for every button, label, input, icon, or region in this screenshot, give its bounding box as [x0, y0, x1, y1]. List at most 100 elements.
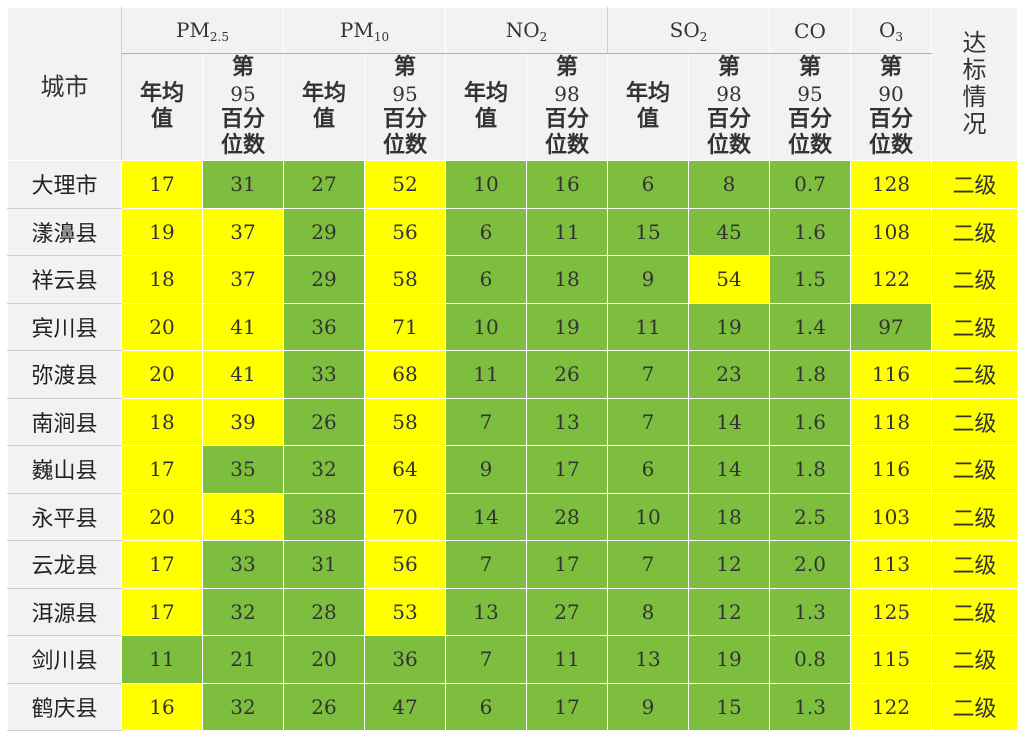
value-cell: 11 [445, 350, 527, 399]
city-cell: 巍山县 [7, 445, 122, 494]
table-row: 云龙县 17 33 31 56 7 17 7 12 2.0 113 二级 [7, 540, 1019, 589]
value-cell: 14 [445, 492, 527, 541]
value-cell: 14 [688, 397, 771, 446]
value-cell: 68 [364, 350, 446, 399]
value-cell: 43 [202, 492, 284, 541]
value-cell: 15 [688, 682, 771, 731]
subheader-4: 年均值 [445, 53, 527, 161]
subheader-8: 第 95 百分 位数 [769, 53, 852, 161]
value-cell: 26 [283, 397, 365, 446]
city-cell: 漾濞县 [7, 207, 122, 256]
value-cell: 33 [202, 540, 284, 589]
value-cell: 18 [121, 255, 203, 304]
value-cell: 58 [364, 255, 446, 304]
header-so2: SO2 [607, 7, 771, 54]
value-cell: 8 [607, 587, 690, 636]
header-standard: 达标情况 [931, 7, 1019, 161]
value-cell: 18 [525, 255, 609, 304]
value-cell: 37 [202, 255, 284, 304]
value-cell: 118 [850, 397, 933, 446]
subheader-9: 第 90 百分 位数 [850, 53, 933, 161]
subheader-7: 第 98 百分 位数 [688, 53, 771, 161]
subheader-0: 年均值 [121, 53, 203, 161]
status-cell: 二级 [931, 255, 1019, 304]
city-cell: 宾川县 [7, 302, 122, 351]
value-cell: 7 [607, 350, 690, 399]
value-cell: 16 [121, 682, 203, 731]
table-row: 永平县 20 43 38 70 14 28 10 18 2.5 103 二级 [7, 492, 1019, 541]
value-cell: 10 [445, 160, 527, 209]
value-cell: 18 [121, 397, 203, 446]
value-cell: 2.0 [769, 540, 852, 589]
status-cell: 二级 [931, 207, 1019, 256]
value-cell: 1.3 [769, 682, 852, 731]
value-cell: 6 [607, 445, 690, 494]
value-cell: 33 [283, 350, 365, 399]
header-pm10: PM10 [283, 7, 446, 54]
value-cell: 27 [283, 160, 365, 209]
value-cell: 0.7 [769, 160, 852, 209]
city-cell: 南涧县 [7, 397, 122, 446]
value-cell: 7 [607, 540, 690, 589]
header-city: 城市 [7, 7, 122, 161]
table-row: 剑川县 11 21 20 36 7 11 13 19 0.8 115 二级 [7, 635, 1019, 684]
value-cell: 1.5 [769, 255, 852, 304]
value-cell: 17 [525, 682, 609, 731]
value-cell: 23 [688, 350, 771, 399]
value-cell: 17 [121, 540, 203, 589]
value-cell: 1.8 [769, 350, 852, 399]
status-cell: 二级 [931, 492, 1019, 541]
city-cell: 祥云县 [7, 255, 122, 304]
value-cell: 13 [445, 587, 527, 636]
header-no2: NO2 [444, 7, 609, 54]
value-cell: 17 [525, 445, 609, 494]
value-cell: 103 [850, 492, 933, 541]
value-cell: 45 [688, 207, 771, 256]
subheader-6: 年均值 [607, 53, 690, 161]
value-cell: 20 [121, 492, 203, 541]
value-cell: 10 [607, 492, 690, 541]
value-cell: 2.5 [769, 492, 852, 541]
value-cell: 19 [121, 207, 203, 256]
table-row: 巍山县 17 35 32 64 9 17 6 14 1.8 116 二级 [7, 445, 1019, 494]
value-cell: 32 [283, 445, 365, 494]
value-cell: 9 [445, 445, 527, 494]
city-cell: 洱源县 [7, 587, 122, 636]
value-cell: 97 [850, 302, 933, 351]
table-row: 鹤庆县 16 32 26 47 6 17 9 15 1.3 122 二级 [7, 682, 1019, 731]
value-cell: 64 [364, 445, 446, 494]
value-cell: 14 [688, 445, 771, 494]
header-o3: O3 [850, 7, 933, 54]
status-cell: 二级 [931, 350, 1019, 399]
value-cell: 58 [364, 397, 446, 446]
value-cell: 36 [364, 635, 446, 684]
status-cell: 二级 [931, 682, 1019, 731]
value-cell: 28 [525, 492, 609, 541]
value-cell: 41 [202, 302, 284, 351]
value-cell: 6 [607, 160, 690, 209]
value-cell: 9 [607, 682, 690, 731]
value-cell: 11 [121, 635, 203, 684]
table-row: 洱源县 17 32 28 53 13 27 8 12 1.3 125 二级 [7, 587, 1019, 636]
value-cell: 47 [364, 682, 446, 731]
value-cell: 26 [283, 682, 365, 731]
value-cell: 17 [121, 587, 203, 636]
value-cell: 13 [607, 635, 690, 684]
value-cell: 116 [850, 350, 933, 399]
value-cell: 6 [445, 255, 527, 304]
status-cell: 二级 [931, 445, 1019, 494]
header-pm25: PM2.5 [121, 7, 284, 54]
subheader-3: 第 95 百分 位数 [364, 53, 446, 161]
value-cell: 125 [850, 587, 933, 636]
air-quality-table: 城市 PM2.5 PM10 NO2 SO2 CO O3 达标情况 年均值第 95 百… [7, 7, 1019, 731]
value-cell: 7 [445, 540, 527, 589]
value-cell: 32 [202, 587, 284, 636]
city-cell: 鹤庆县 [7, 682, 122, 731]
value-cell: 52 [364, 160, 446, 209]
value-cell: 10 [445, 302, 527, 351]
value-cell: 70 [364, 492, 446, 541]
value-cell: 41 [202, 350, 284, 399]
subheader-5: 第 98 百分 位数 [525, 53, 609, 161]
city-cell: 弥渡县 [7, 350, 122, 399]
value-cell: 128 [850, 160, 933, 209]
